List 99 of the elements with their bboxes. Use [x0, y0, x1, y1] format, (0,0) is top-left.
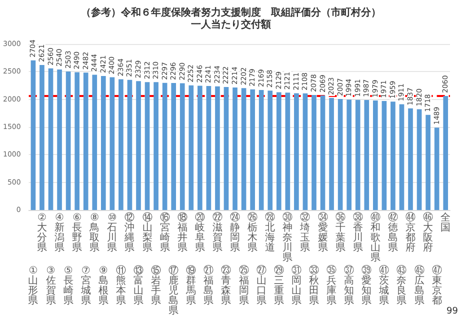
bar — [250, 89, 255, 210]
x-tick-label: ㊶茨城県 — [378, 264, 390, 306]
x-tick-label: ㉗山口県 — [256, 264, 266, 306]
chart-title: （参考）令和６年度保険者努力支援制度 取組評価分（市町村分） — [81, 6, 381, 18]
bar — [180, 83, 185, 210]
x-tick-label: ⑭山梨県 — [142, 212, 152, 254]
x-tick-label: ⑰鹿児島県 — [168, 264, 179, 316]
x-tick-label: ㉕福岡県 — [238, 264, 249, 306]
x-tick-label: ㊲高知県 — [344, 264, 354, 306]
bar — [30, 60, 36, 210]
x-tick-label: ⑥長野県 — [72, 212, 82, 254]
bar — [232, 87, 238, 210]
x-tick-label: ⑧鳥取県 — [88, 212, 100, 254]
bar — [416, 109, 422, 210]
bar — [144, 82, 150, 210]
bar — [162, 82, 168, 210]
x-tick-label: ㉙三重県 — [274, 264, 284, 306]
bar — [312, 95, 316, 210]
bar — [364, 100, 370, 210]
x-tick-label: ㉞愛媛県 — [318, 212, 328, 254]
bar — [188, 85, 194, 210]
bar — [390, 102, 396, 210]
bar — [118, 79, 124, 210]
x-tick-label: ⑯宮崎県 — [160, 212, 170, 254]
bar — [268, 90, 273, 210]
x-tick-label: 全国 — [440, 212, 451, 234]
text: 99 — [446, 306, 458, 316]
bar — [258, 90, 264, 210]
x-tick-label: ①山形県 — [28, 266, 38, 306]
x-tick-label: ㊱千葉県 — [335, 212, 346, 254]
x-tick-label: ⑬富山県 — [134, 264, 144, 306]
bar — [127, 80, 132, 210]
x-tick-label: ⑮岩手県 — [151, 264, 162, 306]
x-tick-label: ㊺広島県 — [414, 264, 424, 306]
bar — [198, 86, 202, 210]
bar — [83, 72, 88, 210]
bar — [294, 93, 299, 210]
bar — [338, 98, 343, 210]
bar — [66, 72, 71, 210]
x-tick-label: ⑪熊本県 — [116, 264, 126, 306]
x-tick-label: ㉚神奈川県 — [282, 212, 293, 264]
x-tick-label: ②大分県 — [36, 212, 47, 254]
x-tick-label: ㊴愛知県 — [362, 266, 372, 306]
x-tick-label: ⑳岐阜県 — [194, 212, 205, 254]
bar — [241, 88, 246, 210]
bar — [346, 100, 352, 210]
bar — [224, 87, 229, 210]
x-tick-label: ⑤長崎県 — [63, 266, 74, 306]
x-tick-label: ㊷徳島県 — [388, 212, 398, 254]
bar — [74, 72, 80, 210]
x-tick-label: ㉔静岡県 — [230, 212, 240, 254]
bar — [443, 96, 448, 210]
x-tick-label: ㉜埼玉県 — [299, 212, 310, 254]
x-tick-label: ⑨島根県 — [98, 266, 108, 306]
x-tick-label: ⑦宮城県 — [80, 266, 91, 306]
x-tick-label: ⑱福井県 — [177, 212, 188, 254]
bar — [206, 86, 212, 210]
bar — [110, 77, 115, 210]
bar — [426, 114, 430, 210]
chart-subtitle: 一人当たり交付額 — [191, 18, 271, 30]
bar — [215, 86, 220, 210]
bar — [355, 100, 360, 210]
x-tick-label: ㉓青森県 — [221, 266, 232, 306]
bar — [136, 81, 141, 210]
bar — [382, 100, 387, 210]
bar — [276, 92, 282, 210]
bar — [57, 69, 62, 210]
bar — [302, 93, 308, 210]
x-tick-label: ㉘北海道 — [265, 212, 276, 254]
x-tick-label: ㊳香川県 — [352, 212, 363, 254]
bar — [320, 96, 326, 210]
x-tick-label: ㊸奈良県 — [396, 264, 407, 306]
bar — [408, 108, 413, 210]
x-tick-label: ㊼東京都 — [432, 264, 442, 306]
bar — [171, 82, 176, 210]
x-tick-label: ③佐賀県 — [46, 266, 56, 306]
x-tick-label: ④新潟県 — [54, 212, 65, 254]
bar — [399, 104, 404, 210]
bar — [329, 98, 334, 210]
x-tick-label: ⑩石川県 — [107, 212, 118, 254]
bar — [285, 92, 290, 210]
x-tick-label: ㊻大阪府 — [423, 212, 434, 254]
x-tick-label: ㉟兵庫県 — [326, 264, 337, 306]
x-tick-label: ㊵和歌山県 — [370, 212, 380, 264]
x-tick-label: ㊹京都府 — [406, 212, 416, 254]
bar — [48, 68, 54, 210]
x-tick-label: ㉒滋賀県 — [212, 212, 222, 254]
bar — [100, 76, 106, 210]
x-tick-label: ⑫沖縄県 — [124, 212, 135, 254]
x-tick-label: ㉑福島県 — [204, 264, 214, 306]
bar — [434, 128, 440, 210]
bar — [373, 100, 378, 210]
x-tick-label: ㉖栃木県 — [248, 212, 258, 254]
x-tick-label: ㉝秋田県 — [308, 266, 319, 306]
x-tick-label: ⑲群馬県 — [185, 264, 196, 306]
bar — [92, 74, 98, 210]
bar — [40, 64, 44, 210]
bar — [154, 82, 158, 210]
x-tick-label: ㉛岡山県 — [291, 264, 302, 306]
